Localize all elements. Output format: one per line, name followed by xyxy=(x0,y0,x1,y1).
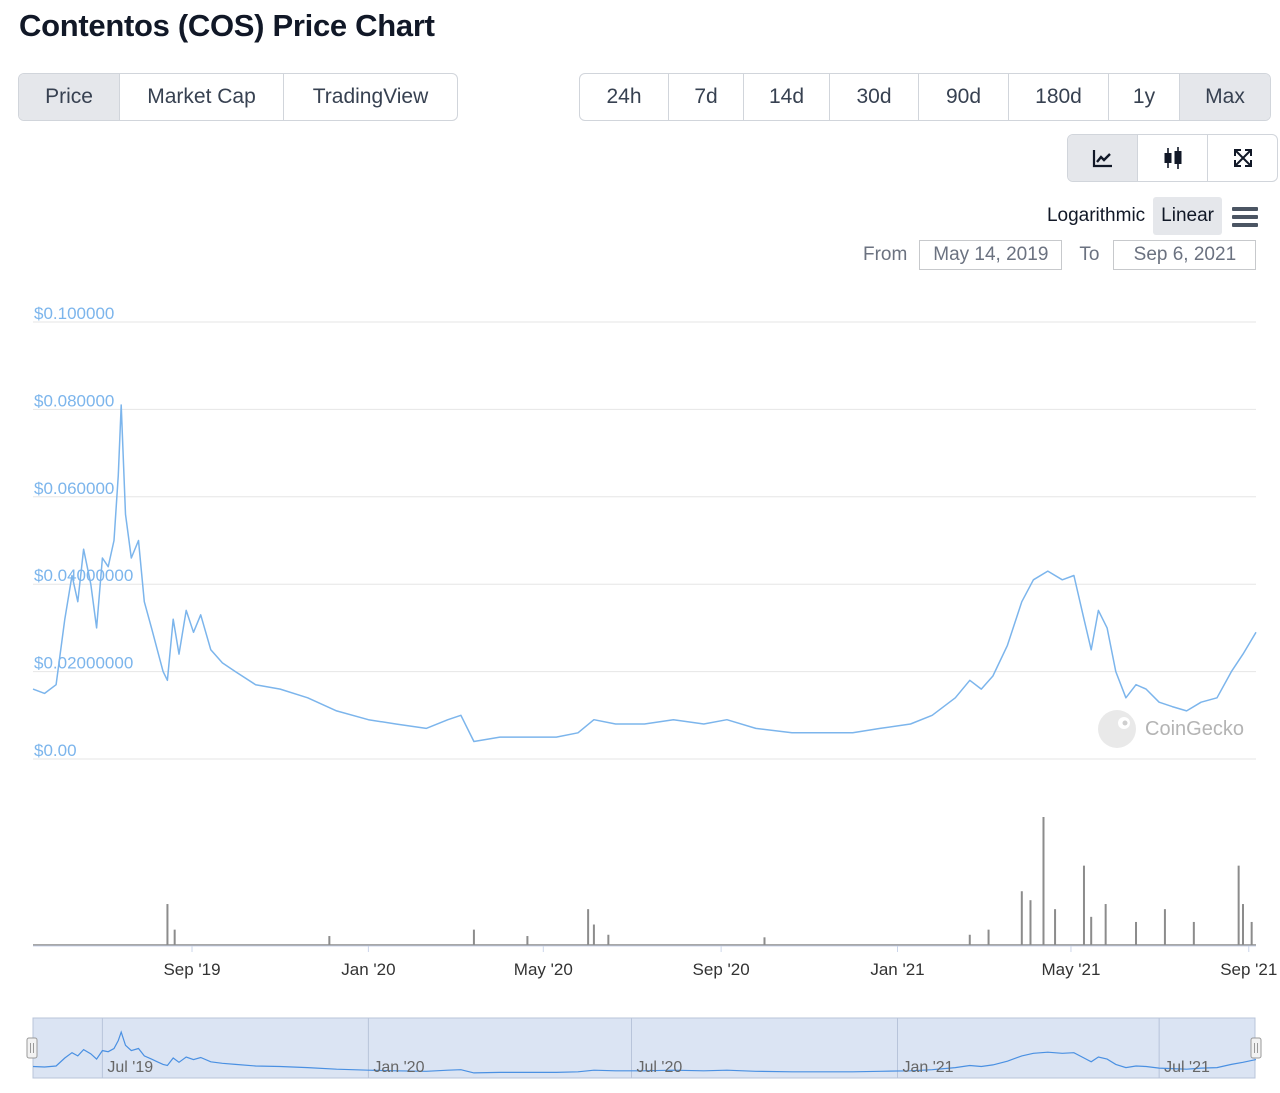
x-tick-label: Sep '20 xyxy=(693,960,750,979)
y-tick-label: $0.00 xyxy=(34,741,77,760)
volume-bar xyxy=(968,934,971,945)
volume-bar xyxy=(587,909,590,945)
volume-bar xyxy=(472,929,475,945)
range-14d-button[interactable]: 14d xyxy=(744,74,830,120)
range-180d-button[interactable]: 180d xyxy=(1009,74,1109,120)
volume-bar xyxy=(1163,909,1166,945)
hamburger-menu-icon[interactable] xyxy=(1232,203,1258,231)
range-1y-button[interactable]: 1y xyxy=(1109,74,1180,120)
volume-bar xyxy=(1054,909,1057,945)
range-24h-button[interactable]: 24h xyxy=(580,74,669,120)
fullscreen-button[interactable] xyxy=(1208,135,1277,181)
volume-bar xyxy=(1241,904,1244,945)
x-tick-label: May '20 xyxy=(514,960,573,979)
x-tick-label: Sep '21 xyxy=(1220,960,1277,979)
volume-bar xyxy=(763,937,766,945)
scale-selector: Logarithmic Linear xyxy=(1039,197,1258,235)
tab-tradingview[interactable]: TradingView xyxy=(312,85,429,108)
watermark-text: CoinGecko xyxy=(1145,718,1244,740)
y-tick-label: $0.080000 xyxy=(34,391,114,410)
volume-bar xyxy=(166,904,169,945)
y-axis-labels: $0.100000 $0.080000 $0.060000 $0.04000000 $0… xyxy=(34,304,133,760)
from-label: From xyxy=(863,244,908,265)
candlestick-button[interactable] xyxy=(1138,135,1208,181)
x-tick-label: Jan '20 xyxy=(341,960,395,979)
navigator-tick-label: Jan '21 xyxy=(902,1059,953,1076)
x-tick-label: Sep '19 xyxy=(163,960,220,979)
navigator-grid xyxy=(101,1018,1160,1078)
linear-option[interactable]: Linear xyxy=(1153,197,1222,235)
navigator-tick-label: Jul '19 xyxy=(107,1059,153,1076)
range-90d-button[interactable]: 90d xyxy=(919,74,1009,120)
volume-bar xyxy=(987,929,990,945)
volume-bar xyxy=(526,936,529,945)
volume-bar xyxy=(1192,921,1195,945)
navigator-tick-label: Jul '21 xyxy=(1164,1059,1210,1076)
navigator-labels: Jul '19 Jan '20 Jul '20 Jan '21 Jul '21 xyxy=(107,1059,1210,1076)
range-max-button[interactable]: Max xyxy=(1180,74,1270,120)
volume-bar xyxy=(173,929,176,945)
price-chart: $0.100000 $0.080000 $0.060000 $0.04000000 $0… xyxy=(26,304,1277,1079)
x-tick-label: May '21 xyxy=(1041,960,1100,979)
volume-bar xyxy=(1042,817,1045,945)
navigator-right-handle[interactable] xyxy=(1250,1037,1262,1059)
chart-tool-tabs xyxy=(1067,134,1278,182)
volume-bar xyxy=(1082,865,1085,945)
fullscreen-icon xyxy=(1233,149,1252,167)
y-tick-label: $0.060000 xyxy=(34,479,114,498)
x-axis-labels: Sep '19 Jan '20 May '20 Sep '20 Jan '21 May '… xyxy=(163,946,1277,979)
grid-lines xyxy=(33,321,1256,760)
logarithmic-option[interactable]: Logarithmic xyxy=(1046,205,1146,226)
volume-bar xyxy=(1020,891,1023,945)
navigator-line xyxy=(32,1030,1257,1074)
volume-bar xyxy=(607,934,610,945)
page-title: Contentos (COS) Price Chart xyxy=(19,8,435,43)
navigator-tick-label: Jan '20 xyxy=(373,1059,424,1076)
chart-type-tabs: Price Market Cap TradingView xyxy=(18,73,458,121)
volume-bar xyxy=(1029,900,1032,945)
volume-bar xyxy=(1090,916,1093,945)
volume-bar xyxy=(1104,904,1107,945)
volume-bar xyxy=(1135,921,1138,945)
volume-bar xyxy=(1237,865,1240,945)
navigator[interactable]: Jul '19 Jan '20 Jul '20 Jan '21 Jul '21 xyxy=(26,1017,1262,1079)
x-tick-label: Jan '21 xyxy=(870,960,924,979)
navigator-tick-label: Jul '20 xyxy=(636,1059,682,1076)
tab-price[interactable]: Price xyxy=(19,74,120,120)
candlestick-icon xyxy=(1164,147,1181,169)
y-tick-label: $0.100000 xyxy=(34,304,114,323)
tab-market-cap[interactable]: Market Cap xyxy=(120,74,284,120)
volume-bars xyxy=(33,817,1256,946)
from-date-input[interactable]: May 14, 2019 xyxy=(919,240,1063,270)
line-chart-icon xyxy=(1092,150,1112,168)
y-tick-label: $0.04000000 xyxy=(34,566,133,585)
to-date-input[interactable]: Sep 6, 2021 xyxy=(1113,240,1257,270)
volume-bar xyxy=(592,924,595,945)
volume-bar xyxy=(328,936,331,945)
coingecko-watermark: CoinGecko xyxy=(1098,710,1244,748)
y-tick-label: $0.02000000 xyxy=(34,654,133,673)
price-line xyxy=(32,404,1257,743)
volume-bar xyxy=(1250,921,1253,945)
range-tabs: 24h 7d 14d 30d 90d 180d 1y Max xyxy=(579,73,1271,121)
range-7d-button[interactable]: 7d xyxy=(669,74,744,120)
to-label: To xyxy=(1079,244,1100,265)
navigator-left-handle[interactable] xyxy=(26,1037,38,1059)
date-range: From May 14, 2019 To Sep 6, 2021 xyxy=(863,240,1257,270)
line-chart-button[interactable] xyxy=(1068,135,1138,181)
range-30d-button[interactable]: 30d xyxy=(830,74,919,120)
